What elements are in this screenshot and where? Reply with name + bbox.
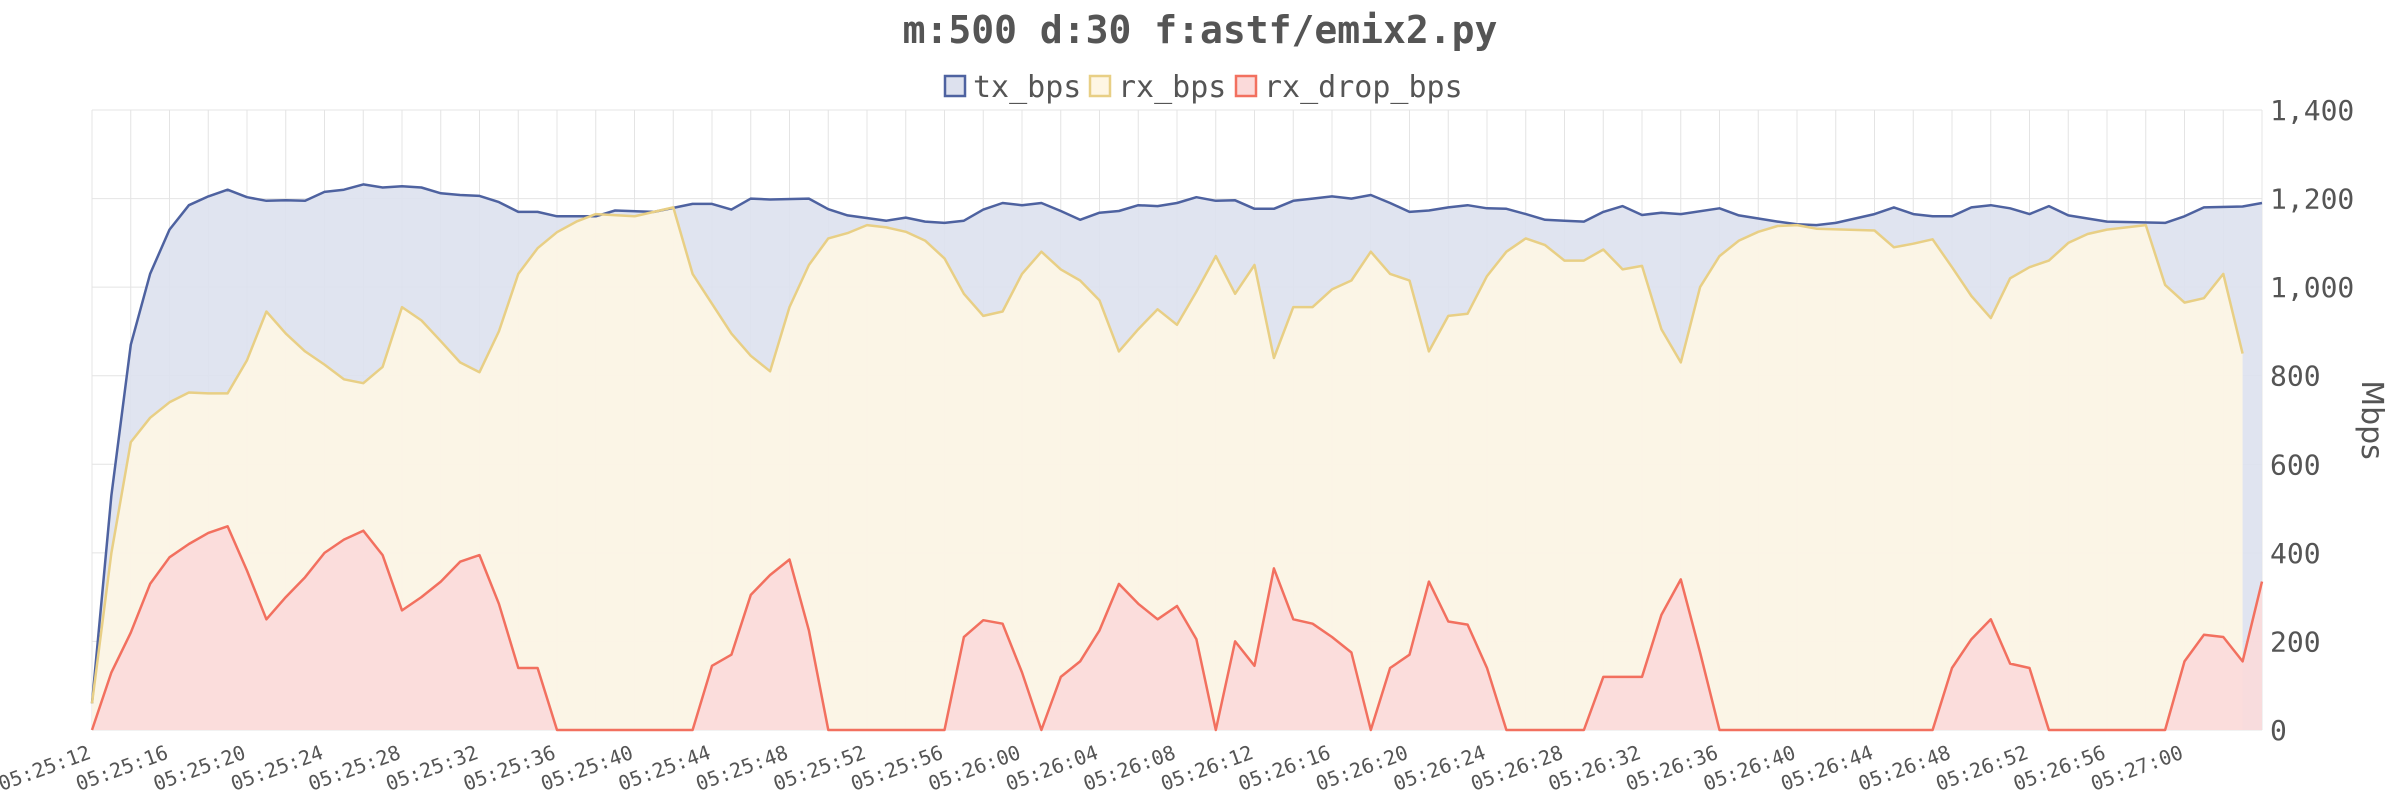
legend-label-rx_bps: rx_bps (1118, 70, 1226, 105)
x-axis-ticks: 05:25:1205:25:1605:25:2005:25:2405:25:28… (0, 740, 2186, 795)
y-tick-label: 0 (2270, 714, 2287, 747)
y-axis-ticks: 0 200 400 600 800 1,000 1,200 1,400 (2270, 94, 2354, 747)
legend: tx_bps rx_bps rx_drop_bps (943, 70, 1463, 105)
y-tick-label: 600 (2270, 448, 2321, 481)
y-tick-label: 400 (2270, 537, 2321, 570)
series-lines (90, 183, 2264, 732)
legend-swatch-tx_bps (943, 74, 967, 98)
legend-label-rx_drop_bps: rx_drop_bps (1264, 70, 1463, 105)
y-tick-label: 200 (2270, 625, 2321, 658)
y-axis-label: Mbps (2354, 380, 2389, 460)
y-tick-label: 1,400 (2270, 94, 2354, 127)
series-line-tx_bps (90, 183, 2263, 704)
y-tick-label: 800 (2270, 360, 2321, 393)
y-tick-label: 1,000 (2270, 271, 2354, 304)
series-area-rx_drop_bps (92, 526, 2262, 730)
legend-swatch-rx_bps (1088, 74, 1112, 98)
legend-swatch-rx_drop_bps (1234, 74, 1258, 98)
chart-title: m:500 d:30 f:astf/emix2.py (903, 8, 1498, 52)
y-tick-label: 1,200 (2270, 183, 2354, 216)
series-line-rx_drop_bps (90, 525, 2264, 732)
series-line-rx_bps (90, 206, 2244, 704)
series-area-rx_bps (92, 207, 2243, 730)
areas (92, 184, 2262, 730)
legend-label-tx_bps: tx_bps (973, 70, 1081, 105)
